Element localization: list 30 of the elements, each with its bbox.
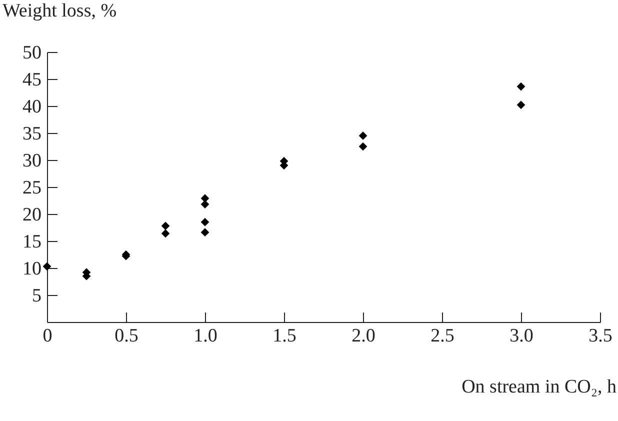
y-tick-label: 25 bbox=[22, 178, 42, 198]
point bbox=[516, 100, 526, 110]
y-tick-label: 50 bbox=[22, 42, 42, 64]
y-tick-label: 35 bbox=[22, 124, 42, 144]
y-tick-label: 30 bbox=[22, 150, 42, 172]
y-tick-label: 40 bbox=[22, 96, 42, 118]
x-tick-label: 1.5 bbox=[272, 326, 296, 346]
point bbox=[200, 228, 210, 237]
point bbox=[358, 142, 368, 151]
x-tick-label: 2.5 bbox=[430, 326, 454, 346]
y-tick-label: 45 bbox=[22, 70, 42, 90]
y-axis-title: Weight loss, % bbox=[2, 0, 117, 22]
point bbox=[358, 132, 368, 140]
x-tick-label: 0 bbox=[42, 326, 52, 346]
point bbox=[200, 200, 210, 208]
x-tick-label: 3.5 bbox=[588, 326, 612, 346]
x-tick-label: 3.0 bbox=[510, 326, 534, 346]
y-tick-label: 10 bbox=[22, 258, 42, 280]
point bbox=[42, 262, 52, 271]
y-tick-label: 20 bbox=[22, 204, 42, 226]
x-tick-label: 1.0 bbox=[194, 326, 218, 346]
point bbox=[161, 222, 170, 230]
y-tick-label: 5 bbox=[32, 286, 42, 306]
x-axis-title: On stream in CO₂, h bbox=[462, 376, 617, 398]
y-tick-label: 15 bbox=[22, 232, 42, 252]
point bbox=[200, 218, 210, 226]
x-tick-label: 2.0 bbox=[352, 326, 376, 346]
x-tick-label: 0.5 bbox=[114, 326, 138, 346]
point bbox=[516, 82, 526, 91]
point bbox=[161, 229, 170, 238]
